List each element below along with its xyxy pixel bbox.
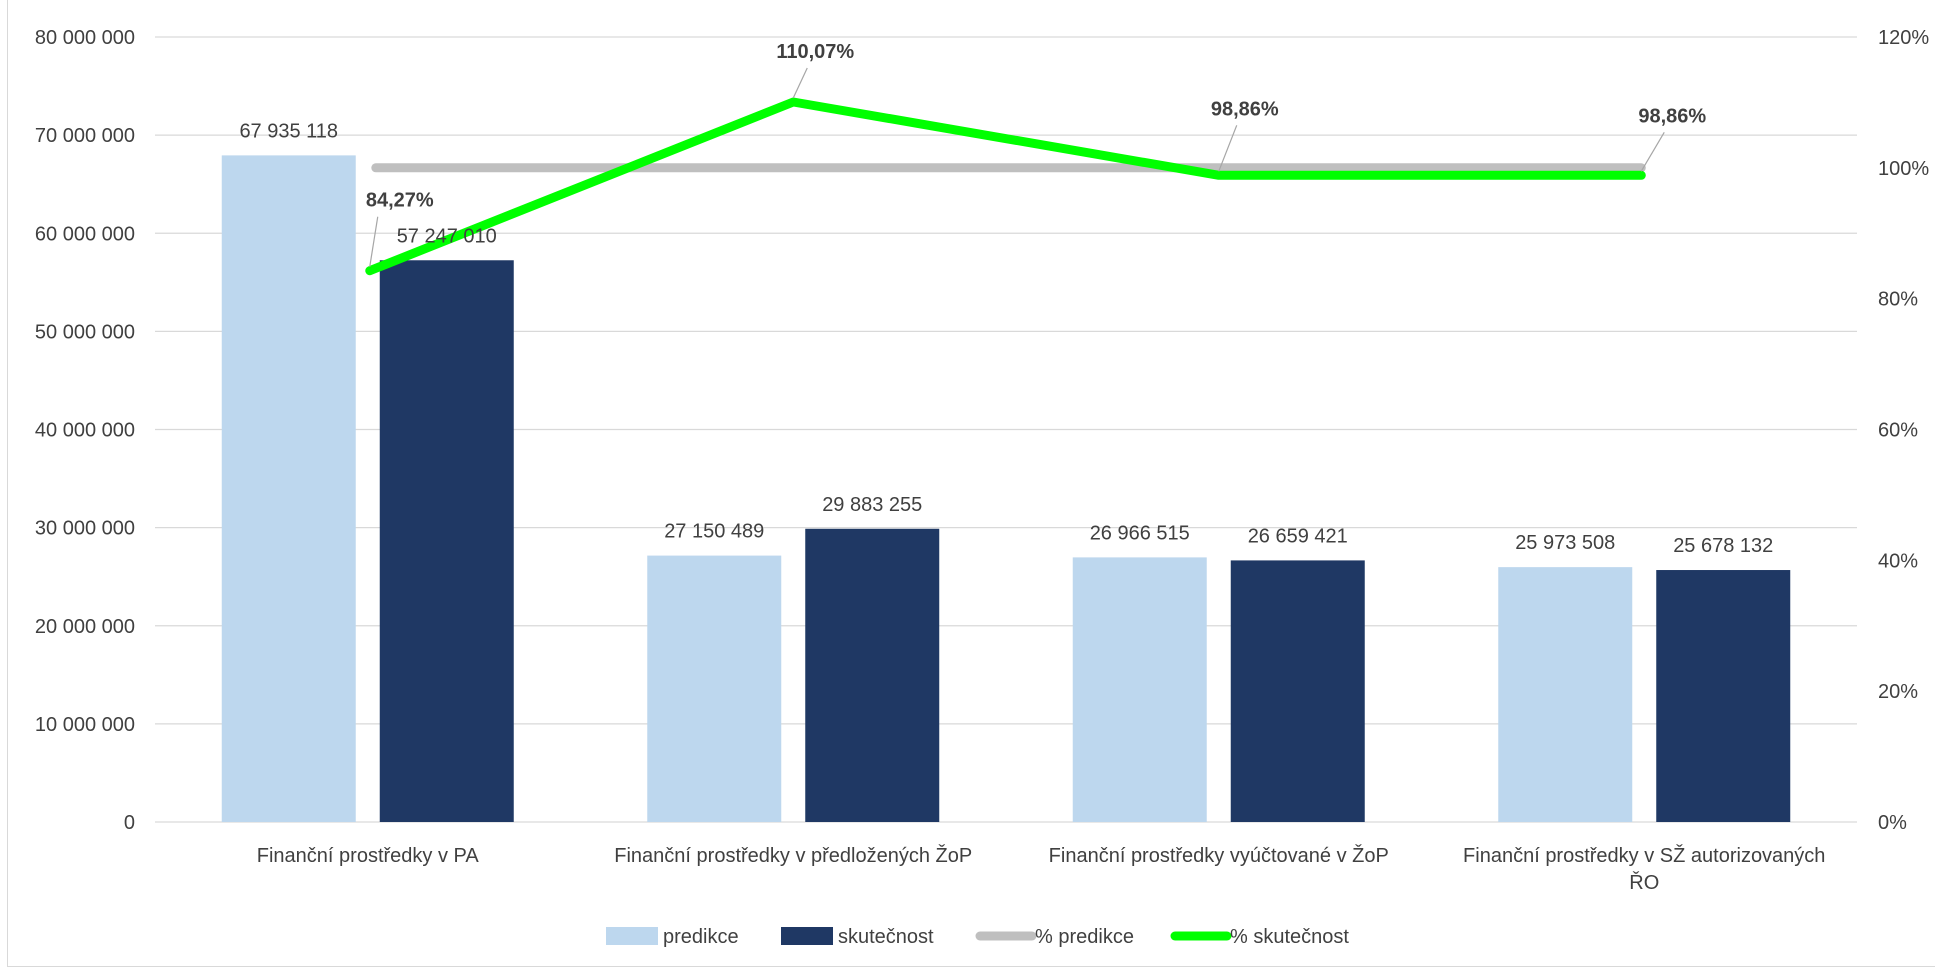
bar-value-label: 67 935 118 — [239, 120, 338, 142]
left-tick-label: 70 000 000 — [35, 125, 135, 147]
lines — [365, 97, 1646, 276]
category-label: Finanční prostředky vyúčtované v ŽoP — [1049, 844, 1389, 867]
bar-value-label: 27 150 489 — [664, 521, 764, 543]
left-tick-label: 50 000 000 — [35, 321, 135, 343]
leader-line — [369, 216, 379, 267]
legend-label: % predikce — [1035, 926, 1134, 948]
right-tick-label: 120% — [1878, 27, 1929, 49]
bar-skutecnost — [379, 260, 514, 823]
left-tick-label: 80 000 000 — [35, 27, 135, 49]
right-tick-label: 80% — [1878, 289, 1918, 311]
bar-predikce — [1498, 567, 1633, 822]
bar-value-label: 25 678 132 — [1673, 535, 1773, 557]
bar-predikce — [647, 555, 782, 822]
bar-skutecnost — [1230, 560, 1365, 822]
left-tick-label: 30 000 000 — [35, 518, 135, 540]
left-axis-ticks: 0 10 000 000 20 000 000 30 000 000 40 000 00… — [35, 27, 135, 834]
bar-predikce — [221, 155, 356, 822]
right-axis-ticks: 0% 20% 40% 60% 80% 100% 120% — [1878, 27, 1929, 834]
left-tick-label: 20 000 000 — [35, 616, 135, 638]
legend-swatch — [781, 927, 833, 945]
legend-label: skutečnost — [838, 926, 934, 948]
leader-line — [1640, 131, 1665, 172]
left-tick-label: 0 — [124, 812, 135, 834]
left-tick-label: 10 000 000 — [35, 714, 135, 736]
line-pct-skutecnost — [365, 97, 1646, 276]
gridlines — [155, 36, 1857, 823]
left-tick-label: 40 000 000 — [35, 420, 135, 442]
bar-value-label: 26 659 421 — [1248, 525, 1348, 547]
category-label: Finanční prostředky v PA — [257, 845, 480, 867]
pct-value-label: 110,07% — [776, 41, 854, 63]
bars — [221, 155, 1791, 823]
bar-skutecnost — [1656, 570, 1791, 822]
legend-swatch — [606, 927, 658, 945]
bar-value-label: 57 247 010 — [397, 225, 497, 247]
left-tick-label: 60 000 000 — [35, 223, 135, 245]
legend-label: predikce — [663, 926, 739, 948]
right-tick-label: 40% — [1878, 550, 1918, 572]
category-labels: Finanční prostředky v PA Finanční prostře… — [257, 844, 1826, 894]
pct-value-label: 98,86% — [1211, 98, 1279, 120]
right-tick-label: 20% — [1878, 681, 1918, 703]
right-tick-label: 60% — [1878, 420, 1918, 442]
data-labels: 67 935 118 27 150 489 26 966 515 25 973 508… — [239, 41, 1773, 557]
right-tick-label: 0% — [1878, 812, 1907, 834]
right-tick-label: 100% — [1878, 158, 1929, 180]
bar-value-label: 25 973 508 — [1515, 532, 1615, 554]
bar-value-label: 29 883 255 — [822, 494, 922, 516]
bar-predikce — [1072, 557, 1207, 822]
legend: predikce skutečnost % predikce % skutečnost — [606, 926, 1349, 948]
category-label: Finanční prostředky v předložených ŽoP — [614, 844, 972, 867]
chart-frame — [7, 0, 1935, 967]
pct-value-label: 98,86% — [1638, 105, 1706, 127]
legend-label: % skutečnost — [1230, 926, 1349, 948]
leader-line — [792, 67, 808, 99]
category-label: Finanční prostředky v SŽ autorizovaných Ř… — [1463, 844, 1825, 894]
leader-line — [1218, 125, 1238, 172]
bar-value-label: 26 966 515 — [1090, 522, 1190, 544]
bar-skutecnost — [805, 528, 940, 822]
pct-value-label: 84,27% — [366, 190, 434, 212]
